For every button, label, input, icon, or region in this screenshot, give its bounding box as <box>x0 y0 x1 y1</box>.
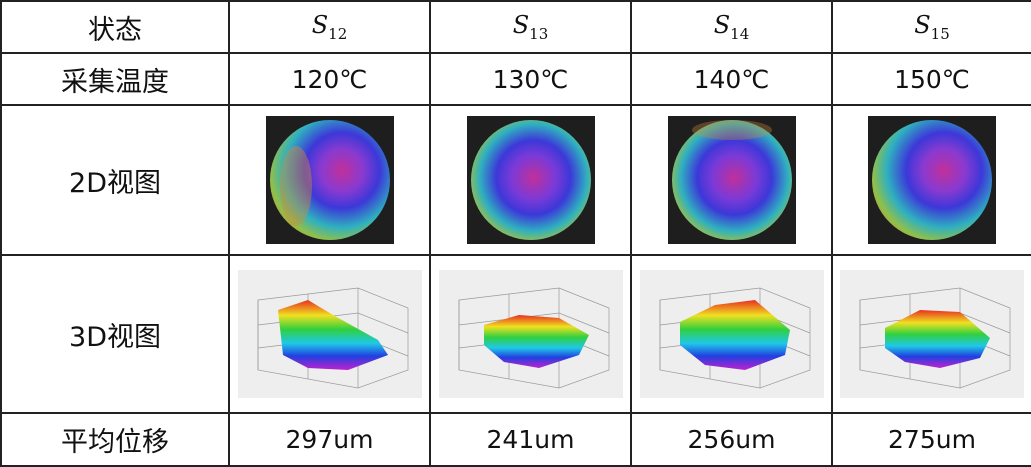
state-cell-s13: S13 <box>429 0 632 54</box>
state-cell-s14: S14 <box>630 0 833 54</box>
state-row: 状态 S12 S13 S14 S15 <box>0 0 1031 54</box>
row-label-temperature: 采集温度 <box>0 52 230 106</box>
displacement-cell: 275um <box>831 412 1031 467</box>
view2d-cell <box>228 104 431 256</box>
displacement-cell: 241um <box>429 412 632 467</box>
state-cell-s15: S15 <box>831 0 1031 54</box>
displacement-map-2d-s12 <box>265 116 394 244</box>
temperature-cell: 140℃ <box>630 52 833 106</box>
row-label-view2d: 2D视图 <box>0 104 230 256</box>
displacement-map-2d-s13 <box>466 116 595 244</box>
row-label-state: 状态 <box>0 0 230 54</box>
surface-plot-3d-s12 <box>237 270 422 398</box>
state-symbol: S12 <box>311 11 348 43</box>
view3d-row: 3D视图 <box>0 254 1031 414</box>
temperature-cell: 150℃ <box>831 52 1031 106</box>
row-label-view3d: 3D视图 <box>0 254 230 414</box>
view3d-cell <box>228 254 431 414</box>
temperature-row: 采集温度 120℃ 130℃ 140℃ 150℃ <box>0 52 1031 106</box>
view3d-cell <box>429 254 632 414</box>
displacement-cell: 297um <box>228 412 431 467</box>
state-symbol: S13 <box>512 11 549 43</box>
displacement-row: 平均位移 297um 241um 256um 275um <box>0 412 1031 467</box>
surface-plot-3d-s15 <box>840 270 1024 398</box>
view2d-row: 2D视图 <box>0 104 1031 256</box>
view3d-cell <box>630 254 833 414</box>
surface-plot-3d-s13 <box>438 270 623 398</box>
view2d-cell <box>429 104 632 256</box>
displacement-map-2d-s15 <box>868 116 996 244</box>
displacement-map-2d-s14 <box>667 116 796 244</box>
state-symbol: S14 <box>713 11 750 43</box>
displacement-cell: 256um <box>630 412 833 467</box>
view2d-cell <box>630 104 833 256</box>
state-cell-s12: S12 <box>228 0 431 54</box>
view3d-cell <box>831 254 1031 414</box>
temperature-cell: 130℃ <box>429 52 632 106</box>
state-symbol: S15 <box>914 11 950 43</box>
temperature-cell: 120℃ <box>228 52 431 106</box>
view2d-cell <box>831 104 1031 256</box>
surface-plot-3d-s14 <box>639 270 824 398</box>
row-label-displacement: 平均位移 <box>0 412 230 467</box>
